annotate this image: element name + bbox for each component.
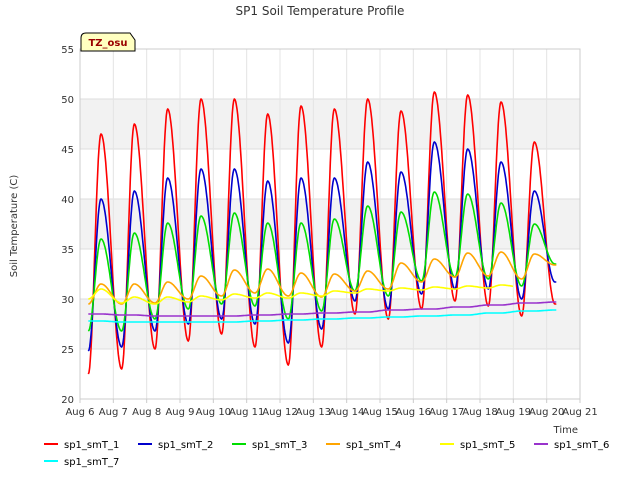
y-tick-label: 55	[61, 45, 74, 56]
series-line-sp1-smT-1	[87, 91, 557, 375]
series-line-sp1-smT-6	[88, 301, 557, 317]
legend-label: sp1_smT_1	[64, 440, 119, 451]
legend-label: sp1_smT_4	[346, 440, 401, 451]
x-tick-label: Aug 18	[462, 407, 497, 418]
y-axis-title: Soil Temperature (C)	[9, 175, 20, 278]
legend-label: sp1_smT_3	[252, 440, 307, 451]
tz-badge-box	[80, 32, 136, 52]
series-line-sp1-smT-3	[87, 191, 557, 332]
x-tick-label: Aug 14	[329, 407, 364, 418]
x-tick-label: Aug 16	[396, 407, 431, 418]
legend-label: sp1_smT_6	[554, 440, 609, 451]
x-tick-label: Aug 21	[562, 407, 597, 418]
x-tick-label: Aug 6	[65, 407, 94, 418]
x-tick-label: Aug 7	[99, 407, 128, 418]
series-line-sp1-smT-5	[88, 284, 514, 305]
x-tick-label: Aug 19	[496, 407, 531, 418]
series-layer	[87, 91, 557, 375]
y-tick-label: 50	[61, 95, 74, 106]
x-axis-title: Time	[553, 425, 578, 436]
x-tick-label: Aug 8	[132, 407, 161, 418]
x-tick-label: Aug 15	[362, 407, 397, 418]
x-tick-label: Aug 10	[196, 407, 231, 418]
x-tick-label: Aug 20	[529, 407, 564, 418]
x-tick-label: Aug 17	[429, 407, 464, 418]
legend-label: sp1_smT_2	[158, 440, 213, 451]
tz-badge: TZ_osu	[80, 32, 136, 52]
y-axis-ticks: 20 25 30 35 40 45 50 55	[61, 45, 74, 406]
x-tick-label: Aug 11	[229, 407, 264, 418]
legend-label: sp1_smT_5	[460, 440, 515, 451]
x-tick-label: Aug 13	[296, 407, 331, 418]
y-tick-label: 40	[61, 195, 74, 206]
y-tick-label: 25	[61, 345, 74, 356]
plot-band	[80, 299, 580, 349]
series-line-sp1-smT-7	[88, 309, 557, 323]
series-line-sp1-smT-2	[87, 141, 557, 352]
tz-badge-label: TZ_osu	[88, 38, 127, 49]
y-tick-label: 35	[61, 245, 74, 256]
legend-label: sp1_smT_7	[64, 457, 119, 468]
x-tick-label: Aug 12	[262, 407, 297, 418]
x-tick-label: Aug 9	[165, 407, 194, 418]
plot-frame	[79, 48, 581, 400]
chart-title: SP1 Soil Temperature Profile	[236, 4, 405, 18]
y-tick-label: 30	[61, 295, 74, 306]
y-tick-label: 45	[61, 145, 74, 156]
chart-legend: sp1_smT_1 sp1_smT_2 sp1_smT_3 sp1_smT_4 sp1_…	[44, 440, 609, 468]
y-tick-label: 20	[61, 395, 74, 406]
